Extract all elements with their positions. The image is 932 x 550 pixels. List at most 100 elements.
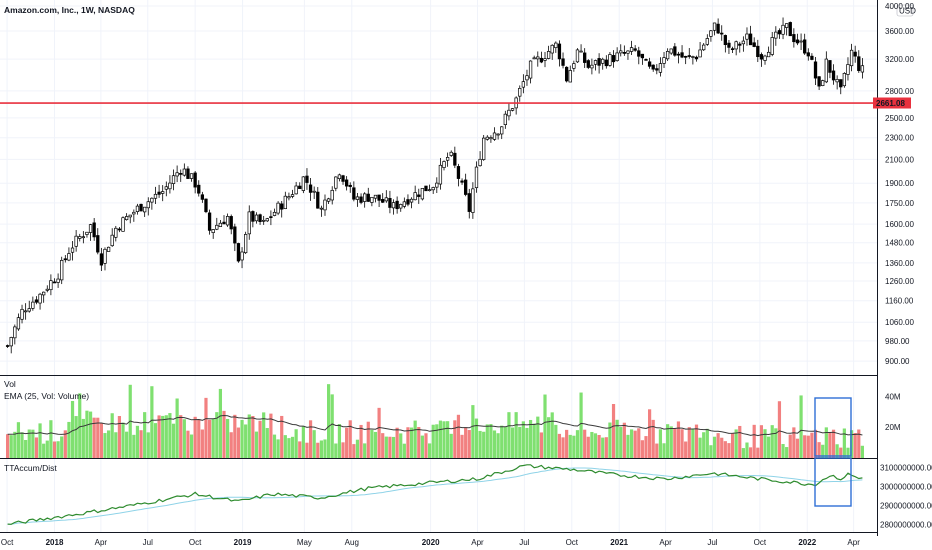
candle-up[interactable] <box>301 176 306 191</box>
candle-up[interactable] <box>482 137 486 160</box>
candle-up[interactable] <box>168 182 172 190</box>
candle-down[interactable] <box>204 198 208 213</box>
candle-up[interactable] <box>391 202 396 209</box>
candle-up[interactable] <box>615 52 619 61</box>
volume-bar[interactable] <box>666 424 670 458</box>
price-pane[interactable] <box>5 17 865 354</box>
volume-bar[interactable] <box>56 441 60 458</box>
volume-bar[interactable] <box>565 429 569 458</box>
candle-up[interactable] <box>265 218 269 222</box>
candle-up[interactable] <box>554 42 558 49</box>
volume-bar[interactable] <box>745 442 749 458</box>
volume-bar[interactable] <box>204 397 208 458</box>
volume-bar[interactable] <box>34 437 39 458</box>
volume-bar[interactable] <box>824 427 828 458</box>
volume-bar[interactable] <box>215 412 219 458</box>
candle-down[interactable] <box>344 179 349 187</box>
candle-down[interactable] <box>157 191 161 195</box>
candle-up[interactable] <box>835 79 839 83</box>
candle-down[interactable] <box>193 172 197 188</box>
volume-bar[interactable] <box>467 430 471 458</box>
candle-down[interactable] <box>229 216 233 230</box>
candle-up[interactable] <box>254 214 259 222</box>
volume-bar[interactable] <box>557 433 562 458</box>
volume-bar[interactable] <box>121 422 125 458</box>
volume-bar[interactable] <box>521 421 525 458</box>
volume-bar[interactable] <box>182 419 186 458</box>
volume-bar[interactable] <box>684 441 688 458</box>
candle-up[interactable] <box>247 211 251 235</box>
candle-down[interactable] <box>222 221 226 225</box>
volume-bar[interactable] <box>604 437 608 458</box>
currency-badge[interactable] <box>896 4 914 17</box>
candle-up[interactable] <box>478 158 482 167</box>
volume-bar[interactable] <box>294 429 298 458</box>
candle-up[interactable] <box>849 49 854 67</box>
volume-bar[interactable] <box>647 409 652 458</box>
candle-up[interactable] <box>846 64 850 75</box>
candle-up[interactable] <box>175 172 179 177</box>
candle-down[interactable] <box>813 61 818 79</box>
volume-bar[interactable] <box>265 428 269 458</box>
candle-up[interactable] <box>532 57 536 60</box>
candle-up[interactable] <box>799 40 803 43</box>
candle-down[interactable] <box>831 70 836 81</box>
volume-bar[interactable] <box>103 433 107 458</box>
volume-bar[interactable] <box>377 407 381 458</box>
candle-down[interactable] <box>5 345 10 347</box>
volume-bar[interactable] <box>363 443 367 458</box>
candle-down[interactable] <box>647 61 652 67</box>
volume-bar[interactable] <box>839 447 843 458</box>
candle-up[interactable] <box>766 51 771 58</box>
candle-down[interactable] <box>352 187 356 200</box>
volume-pane[interactable] <box>6 384 864 458</box>
volume-bar[interactable] <box>290 436 295 458</box>
candle-down[interactable] <box>359 196 363 203</box>
candle-down[interactable] <box>557 43 562 60</box>
candle-down[interactable] <box>644 59 648 61</box>
volume-bar[interactable] <box>453 420 457 458</box>
volume-bar[interactable] <box>716 433 720 458</box>
volume-bar[interactable] <box>211 418 215 458</box>
volume-bar[interactable] <box>785 447 789 458</box>
candle-up[interactable] <box>821 80 825 86</box>
candle-up[interactable] <box>774 31 778 39</box>
candle-down[interactable] <box>34 299 39 303</box>
candle-down[interactable] <box>752 42 756 47</box>
volume-bar[interactable] <box>16 422 21 458</box>
volume-bar[interactable] <box>478 430 482 458</box>
volume-bar[interactable] <box>629 429 634 458</box>
candle-down[interactable] <box>197 184 201 194</box>
candle-down[interactable] <box>395 200 399 210</box>
volume-bar[interactable] <box>348 420 352 458</box>
candle-up[interactable] <box>161 191 165 194</box>
candle-up[interactable] <box>88 224 93 233</box>
volume-bar[interactable] <box>146 432 150 458</box>
candle-up[interactable] <box>521 81 526 88</box>
volume-bar[interactable] <box>63 430 67 458</box>
candle-down[interactable] <box>651 64 655 70</box>
volume-bar[interactable] <box>70 400 75 458</box>
candle-down[interactable] <box>583 52 587 63</box>
candle-up[interactable] <box>528 60 533 79</box>
candle-up[interactable] <box>485 136 489 140</box>
candle-up[interactable] <box>74 235 78 247</box>
candle-up[interactable] <box>272 211 277 216</box>
candle-up[interactable] <box>70 247 75 253</box>
volume-bar[interactable] <box>756 447 760 458</box>
candle-down[interactable] <box>738 43 742 46</box>
volume-bar[interactable] <box>500 425 504 458</box>
volume-bar[interactable] <box>27 429 31 458</box>
volume-bar[interactable] <box>777 401 782 458</box>
volume-bar[interactable] <box>579 392 583 458</box>
volume-bar[interactable] <box>381 433 385 458</box>
candle-up[interactable] <box>629 47 634 52</box>
candle-up[interactable] <box>45 288 49 291</box>
volume-bar[interactable] <box>85 410 89 458</box>
candle-up[interactable] <box>189 173 194 179</box>
candle-down[interactable] <box>305 175 309 183</box>
candle-down[interactable] <box>655 68 659 71</box>
candle-up[interactable] <box>225 216 230 226</box>
candle-up[interactable] <box>290 194 295 197</box>
volume-bar[interactable] <box>503 426 507 458</box>
